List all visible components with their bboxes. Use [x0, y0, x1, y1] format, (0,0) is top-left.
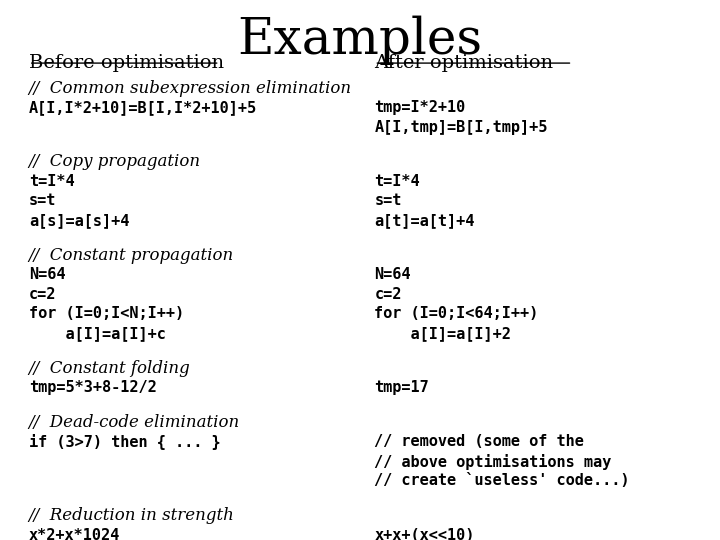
Text: //  Constant folding: // Constant folding: [29, 360, 191, 376]
Text: if (3>7) then { ... }: if (3>7) then { ... }: [29, 435, 220, 450]
Text: //  Dead-code elimination: // Dead-code elimination: [29, 414, 240, 431]
Text: //  Copy propagation: // Copy propagation: [29, 153, 201, 170]
Text: tmp=5*3+8-12/2: tmp=5*3+8-12/2: [29, 380, 156, 395]
Text: a[I]=a[I]+c: a[I]=a[I]+c: [29, 326, 166, 341]
Text: A[I,I*2+10]=B[I,I*2+10]+5: A[I,I*2+10]=B[I,I*2+10]+5: [29, 100, 257, 115]
Text: //  Constant propagation: // Constant propagation: [29, 247, 234, 264]
Text: c=2: c=2: [29, 287, 56, 302]
Text: t=I*4: t=I*4: [374, 174, 420, 189]
Text: After optimisation: After optimisation: [374, 54, 554, 72]
Text: // removed (some of the: // removed (some of the: [374, 435, 584, 449]
Text: Before optimisation: Before optimisation: [29, 54, 224, 72]
Text: x+x+(x<<10): x+x+(x<<10): [374, 528, 474, 540]
Text: for (I=0;I<N;I++): for (I=0;I<N;I++): [29, 306, 184, 321]
Text: N=64: N=64: [374, 267, 411, 282]
Text: Examples: Examples: [238, 15, 482, 65]
Text: for (I=0;I<64;I++): for (I=0;I<64;I++): [374, 306, 539, 321]
Text: A[I,tmp]=B[I,tmp]+5: A[I,tmp]=B[I,tmp]+5: [374, 119, 548, 134]
Text: a[t]=a[t]+4: a[t]=a[t]+4: [374, 213, 474, 228]
Text: tmp=I*2+10: tmp=I*2+10: [374, 100, 466, 115]
Text: N=64: N=64: [29, 267, 66, 282]
Text: t=I*4: t=I*4: [29, 174, 74, 189]
Text: s=t: s=t: [29, 193, 56, 208]
Text: x*2+x*1024: x*2+x*1024: [29, 528, 120, 540]
Text: tmp=17: tmp=17: [374, 380, 429, 395]
Text: // above optimisations may: // above optimisations may: [374, 454, 612, 470]
Text: a[s]=a[s]+4: a[s]=a[s]+4: [29, 213, 129, 228]
Text: //  Common subexpression elimination: // Common subexpression elimination: [29, 79, 352, 97]
Text: c=2: c=2: [374, 287, 402, 302]
Text: //  Reduction in strength: // Reduction in strength: [29, 507, 235, 524]
Text: s=t: s=t: [374, 193, 402, 208]
Text: a[I]=a[I]+2: a[I]=a[I]+2: [374, 326, 511, 341]
Text: // create `useless' code...): // create `useless' code...): [374, 474, 630, 489]
